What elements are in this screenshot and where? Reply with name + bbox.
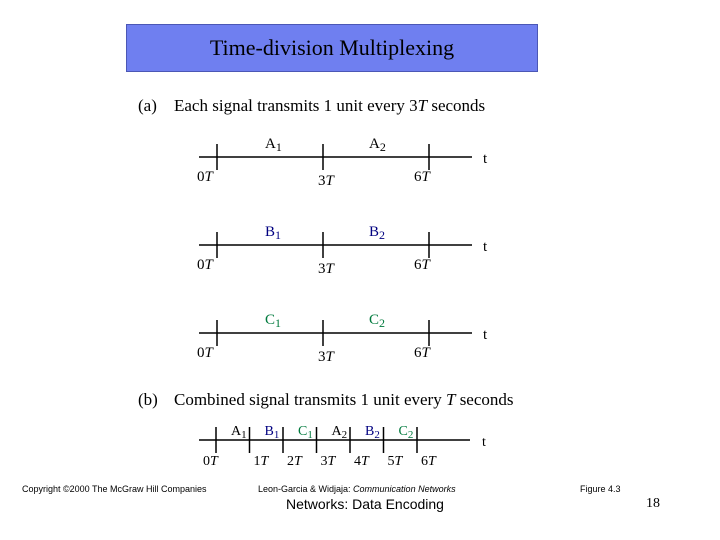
tick-label-b-1: 1T bbox=[254, 454, 270, 469]
slot-label-3: C1 bbox=[298, 424, 313, 441]
citation: Leon-Garcia & Widjaja: Communication Net… bbox=[258, 484, 456, 494]
signal-label-b1: B1 bbox=[265, 224, 281, 242]
tick-label-a1-1: 3T bbox=[318, 173, 336, 189]
signal-label-a1: A1 bbox=[265, 136, 282, 154]
axis-label-t-a2: t bbox=[483, 239, 488, 255]
tick-label-b-5: 5T bbox=[388, 454, 404, 469]
signal-label-b2: B2 bbox=[369, 224, 385, 242]
heading-b: (b) Combined signal transmits 1 unit ever… bbox=[138, 390, 514, 410]
tick-label-a2-0: 0T bbox=[197, 257, 215, 273]
slot-label-2: B1 bbox=[265, 424, 280, 441]
heading-a-text: Each signal transmits 1 unit every 3 bbox=[174, 96, 418, 115]
heading-b-tag: (b) bbox=[138, 390, 158, 409]
title-box bbox=[126, 24, 538, 72]
signal-label-c1: C1 bbox=[265, 312, 281, 330]
axis-label-t-a3: t bbox=[483, 327, 488, 343]
slot-label-5: B2 bbox=[365, 424, 380, 441]
heading-a-tag: (a) bbox=[138, 96, 157, 115]
page-number: 18 bbox=[646, 496, 660, 511]
tick-label-b-4: 4T bbox=[354, 454, 370, 469]
signal-label-a2: A2 bbox=[369, 136, 386, 154]
heading-b-text-end: seconds bbox=[455, 390, 514, 409]
signal-label-c2: C2 bbox=[369, 312, 385, 330]
tick-label-a3-1: 3T bbox=[318, 349, 336, 365]
tick-label-b-0: 0T bbox=[203, 454, 219, 469]
heading-b-T: T bbox=[445, 390, 456, 409]
tick-label-b-2: 2T bbox=[287, 454, 303, 469]
heading-a-T: T bbox=[417, 96, 428, 115]
heading-a-text-end: seconds bbox=[427, 96, 486, 115]
tick-label-a3-0: 0T bbox=[197, 345, 215, 361]
axis-label-t-b: t bbox=[482, 435, 486, 450]
copyright: Copyright ©2000 The McGraw Hill Companie… bbox=[22, 484, 207, 494]
tick-label-a1-0: 0T bbox=[197, 169, 215, 185]
slide-title: Time-division Multiplexing bbox=[209, 35, 455, 60]
axis-label-t-a1: t bbox=[483, 151, 488, 167]
figure-number: Figure 4.3 bbox=[580, 484, 621, 494]
heading-b-text: Combined signal transmits 1 unit every bbox=[174, 390, 446, 409]
tick-label-b-3: 3T bbox=[321, 454, 337, 469]
slot-label-1: A1 bbox=[231, 424, 247, 441]
citation-authors: Leon-Garcia & Widjaja: bbox=[258, 484, 354, 494]
topic-label: Networks: Data Encoding bbox=[286, 496, 444, 512]
slot-label-6: C2 bbox=[399, 424, 414, 441]
slot-label-4: A2 bbox=[332, 424, 348, 441]
tick-label-a3-2: 6T bbox=[414, 345, 432, 361]
tick-label-a2-1: 3T bbox=[318, 261, 336, 277]
citation-title: Communication Networks bbox=[353, 484, 456, 494]
tick-label-a1-2: 6T bbox=[414, 169, 432, 185]
tick-label-b-6: 6T bbox=[421, 454, 437, 469]
heading-a: (a) Each signal transmits 1 unit every 3T… bbox=[138, 96, 485, 116]
tick-label-a2-2: 6T bbox=[414, 257, 432, 273]
